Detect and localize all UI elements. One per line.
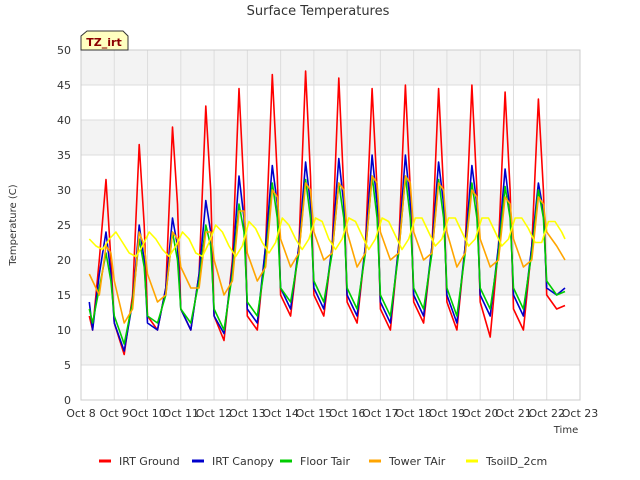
x-tick-label: Oct 8 <box>66 407 96 420</box>
legend-item: IRT Ground <box>99 455 180 468</box>
legend-item: IRT Canopy <box>192 455 274 468</box>
x-tick-label: Oct 19 <box>429 407 466 420</box>
x-tick-label: Oct 10 <box>129 407 166 420</box>
legend-label: IRT Ground <box>119 455 180 468</box>
y-tick-label: 0 <box>64 394 71 407</box>
y-tick-label: 15 <box>57 289 71 302</box>
y-tick-label: 10 <box>57 324 71 337</box>
x-tick-label: Oct 11 <box>163 407 200 420</box>
x-tick-label: Oct 14 <box>262 407 299 420</box>
y-tick-label: 20 <box>57 254 71 267</box>
x-tick-label: Oct 15 <box>296 407 333 420</box>
plot-band <box>81 365 580 400</box>
x-tick-label: Oct 13 <box>229 407 266 420</box>
plot-band <box>81 295 580 330</box>
plot-frame <box>80 49 581 401</box>
legend: IRT Ground IRT Canopy Floor Tair Tower TAir… <box>99 455 547 468</box>
x-tick-label: Oct 9 <box>100 407 130 420</box>
x-tick-label: Oct 16 <box>329 407 366 420</box>
y-axis-ticks: 0 5 10 15 20 25 30 35 40 45 50 <box>57 44 71 407</box>
badge-label: TZ_irt <box>86 36 121 49</box>
y-tick-label: 50 <box>57 44 71 57</box>
y-tick-label: 35 <box>57 149 71 162</box>
x-tick-label: Oct 22 <box>528 407 565 420</box>
series-lines <box>88 70 566 356</box>
plot-background <box>81 50 580 400</box>
plot-band <box>81 330 580 365</box>
plot-band <box>81 155 580 190</box>
y-tick-label: 30 <box>57 184 71 197</box>
legend-item: TsoilD_2cm <box>466 455 547 468</box>
plot-band <box>81 120 580 155</box>
y-tick-label: 5 <box>64 359 71 372</box>
tz-irt-badge: TZ_irt <box>80 30 129 51</box>
legend-label: TsoilD_2cm <box>485 455 547 468</box>
plot-band <box>81 85 580 120</box>
legend-label: Tower TAir <box>388 455 446 468</box>
y-tick-label: 25 <box>57 219 71 232</box>
series-line-4 <box>88 217 566 258</box>
plot-band <box>81 190 580 225</box>
x-tick-label: Oct 17 <box>362 407 399 420</box>
legend-item: Tower TAir <box>369 455 446 468</box>
x-tick-label: Oct 21 <box>495 407 532 420</box>
legend-label: Floor Tair <box>300 455 351 468</box>
y-tick-label: 40 <box>57 114 71 127</box>
x-tick-label: Oct 23 <box>562 407 599 420</box>
series-line-3 <box>88 175 566 324</box>
y-tick-label: 45 <box>57 79 71 92</box>
chart-title: Surface Temperatures <box>247 4 390 19</box>
legend-label: IRT Canopy <box>212 455 274 468</box>
y-axis-label: Temperature (C) <box>8 184 19 266</box>
legend-item: Floor Tair <box>280 455 351 468</box>
x-tick-label: Oct 18 <box>395 407 432 420</box>
x-tick-label: Oct 20 <box>462 407 499 420</box>
plot-band <box>81 50 580 85</box>
x-tick-label: Oct 12 <box>196 407 233 420</box>
x-axis-label: Time <box>553 425 578 436</box>
